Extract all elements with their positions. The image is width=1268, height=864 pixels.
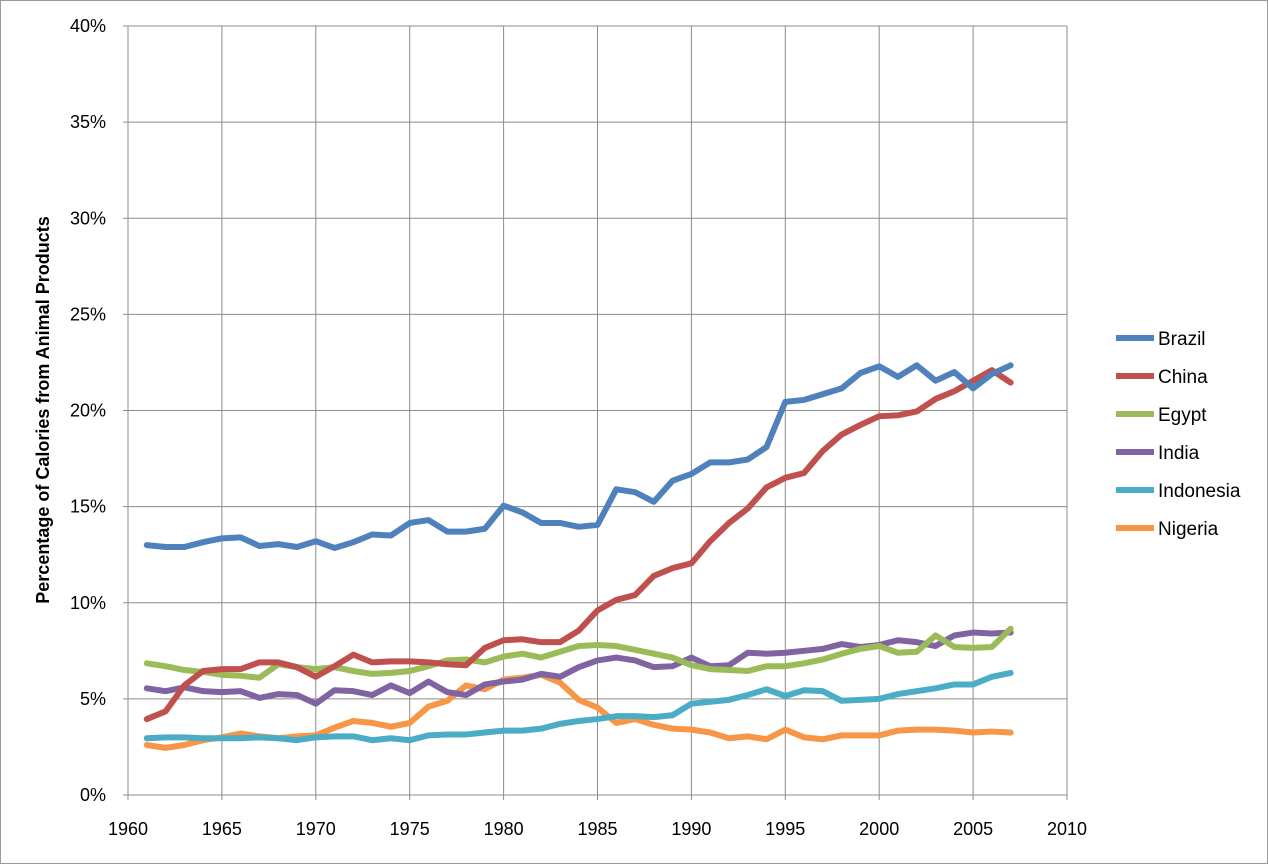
series-line-indonesia xyxy=(143,669,1014,744)
x-tick-label: 2005 xyxy=(953,819,993,839)
y-axis-title: Percentage of Calories from Animal Produ… xyxy=(33,216,53,603)
y-tick-label: 5% xyxy=(80,689,106,709)
legend: Brazil China Egypt India Indonesia Nigeria xyxy=(1116,329,1241,540)
series-line-china xyxy=(143,367,1014,723)
axes: 0% 5% 10% 15% 20% 25% 30% 35% 40% 1960 1965 1970 197… xyxy=(70,16,1087,839)
x-tick-label: 1995 xyxy=(765,819,805,839)
y-tick-label: 35% xyxy=(70,112,106,132)
legend-label-china: China xyxy=(1158,367,1208,388)
y-tick-label: 0% xyxy=(80,785,106,805)
x-tick-label: 1985 xyxy=(577,819,617,839)
y-tick-label: 25% xyxy=(70,304,106,324)
y-tick-label: 30% xyxy=(70,208,106,228)
x-tick-label: 1960 xyxy=(108,819,148,839)
x-tick-label: 1980 xyxy=(484,819,524,839)
y-tick-label: 15% xyxy=(70,497,106,517)
x-tick-label: 1970 xyxy=(296,819,336,839)
legend-label-nigeria: Nigeria xyxy=(1158,519,1219,540)
x-tick-label: 1965 xyxy=(202,819,242,839)
x-tick-label: 1990 xyxy=(671,819,711,839)
x-tick-label: 1975 xyxy=(390,819,430,839)
legend-label-brazil: Brazil xyxy=(1158,329,1206,350)
legend-label-egypt: Egypt xyxy=(1158,405,1207,426)
legend-label-indonesia: Indonesia xyxy=(1158,481,1241,502)
y-tick-label: 40% xyxy=(70,16,106,36)
series-lines xyxy=(143,362,1014,751)
x-tick-label: 2010 xyxy=(1047,819,1087,839)
y-tick-label: 20% xyxy=(70,401,106,421)
x-tick-label: 2000 xyxy=(859,819,899,839)
series-line-brazil xyxy=(143,362,1014,551)
y-tick-label: 10% xyxy=(70,593,106,613)
legend-label-india: India xyxy=(1158,443,1200,464)
gridlines xyxy=(127,25,1068,796)
